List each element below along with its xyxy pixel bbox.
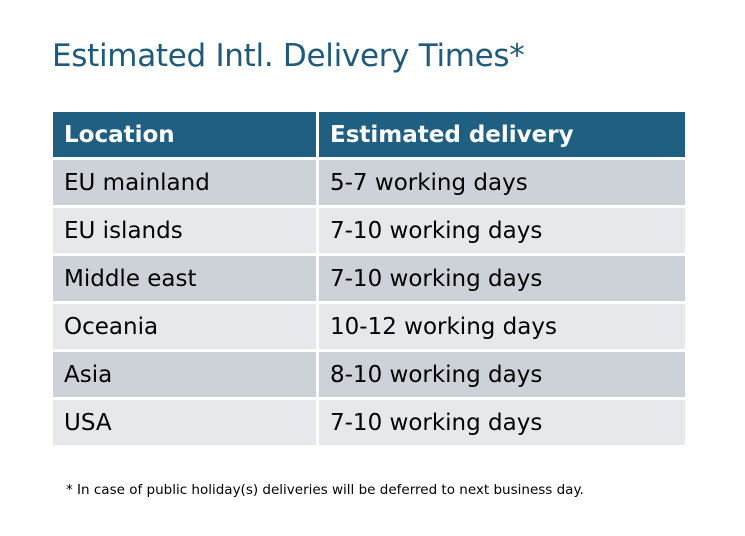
table-row: Middle east 7-10 working days — [53, 256, 685, 301]
location-cell: USA — [53, 400, 316, 445]
column-header-estimated-delivery: Estimated delivery — [319, 112, 685, 157]
page-title: Estimated Intl. Delivery Times* — [52, 38, 525, 74]
location-cell: EU mainland — [53, 160, 316, 205]
table-row: Asia 8-10 working days — [53, 352, 685, 397]
delivery-time-cell: 8-10 working days — [319, 352, 685, 397]
delivery-time-cell: 5-7 working days — [319, 160, 685, 205]
table-row: Oceania 10-12 working days — [53, 304, 685, 349]
location-cell: EU islands — [53, 208, 316, 253]
delivery-time-cell: 7-10 working days — [319, 256, 685, 301]
table-header-row: Location Estimated delivery — [53, 112, 685, 157]
delivery-time-cell: 7-10 working days — [319, 208, 685, 253]
location-cell: Middle east — [53, 256, 316, 301]
delivery-time-cell: 10-12 working days — [319, 304, 685, 349]
table-row: EU mainland 5-7 working days — [53, 160, 685, 205]
location-cell: Oceania — [53, 304, 316, 349]
delivery-times-table: Location Estimated delivery EU mainland 5… — [50, 109, 688, 448]
delivery-time-cell: 7-10 working days — [319, 400, 685, 445]
location-cell: Asia — [53, 352, 316, 397]
table-row: USA 7-10 working days — [53, 400, 685, 445]
footnote: * In case of public holiday(s) deliverie… — [66, 482, 584, 498]
column-header-location: Location — [53, 112, 316, 157]
table-row: EU islands 7-10 working days — [53, 208, 685, 253]
